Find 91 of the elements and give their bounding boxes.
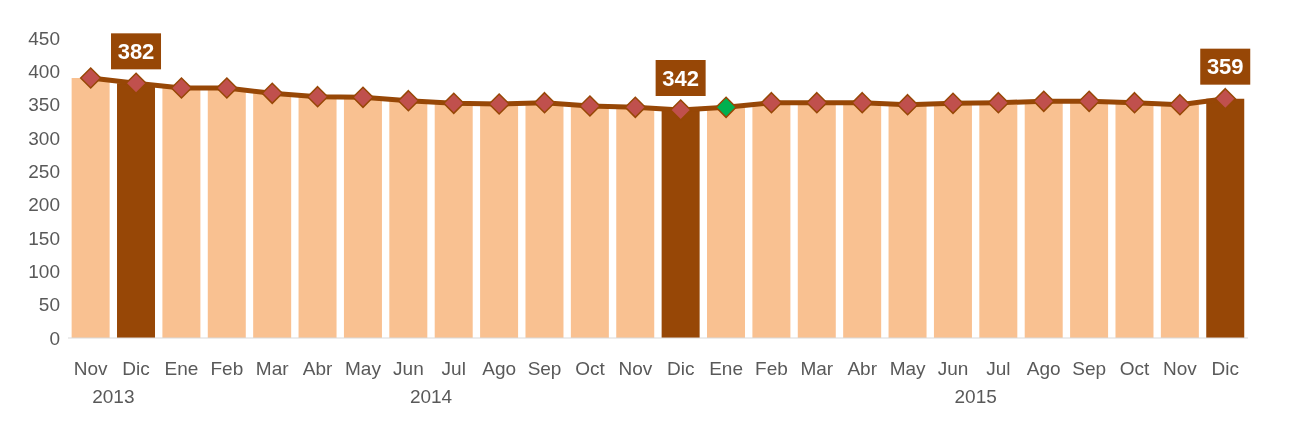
point	[1169, 93, 1191, 116]
x-tick-label: Dic	[666, 358, 695, 380]
y-tick-label: 400	[28, 61, 60, 83]
x-tick-label: Jun	[393, 358, 424, 380]
x-tick-label: Abr	[847, 358, 878, 380]
point	[261, 82, 283, 105]
y-tick-label: 150	[28, 227, 60, 249]
x-tick-label: Mar	[255, 358, 290, 380]
bar	[298, 96, 337, 338]
bar	[434, 103, 473, 338]
point	[443, 92, 465, 115]
bar	[480, 104, 519, 338]
text: 2015	[953, 386, 998, 408]
bar	[843, 102, 882, 338]
data-label: 359	[1206, 54, 1244, 80]
x-tick-label: Jul	[986, 358, 1011, 380]
x-tick-label: Oct	[1119, 358, 1151, 380]
bar	[979, 102, 1018, 338]
point	[1123, 91, 1146, 114]
y-tick-label: 200	[28, 194, 60, 216]
y-tick-label: 250	[28, 161, 60, 183]
point	[987, 91, 1010, 114]
point	[806, 91, 828, 114]
x-tick-label: Feb	[755, 358, 788, 380]
point	[306, 85, 329, 108]
x-tick-label: Feb	[210, 358, 244, 380]
point	[760, 91, 783, 114]
point	[942, 92, 964, 115]
bar	[888, 104, 927, 338]
bar	[207, 88, 246, 338]
bar	[525, 102, 564, 338]
x-tick-label: Sep	[1072, 358, 1107, 380]
x-tick-label: May	[889, 358, 927, 380]
text: 2013	[91, 386, 136, 408]
x-tick-label: May	[345, 358, 382, 380]
y-tick-label: 300	[28, 127, 60, 149]
x-tick-label: Nov	[73, 358, 109, 380]
bar	[343, 97, 382, 338]
point	[1033, 90, 1055, 113]
y-tick-label: 100	[28, 261, 60, 283]
bar	[570, 106, 609, 338]
point	[896, 93, 919, 116]
point	[533, 91, 556, 114]
point	[579, 95, 601, 117]
x-tick-label: Dic	[1211, 358, 1240, 380]
x-tick-label: Jun	[937, 358, 969, 380]
y-tick-label: 350	[28, 94, 60, 116]
data-label: 382	[117, 38, 155, 64]
bar	[71, 78, 110, 338]
point	[216, 77, 238, 99]
point	[669, 99, 692, 121]
y-tick-label: 450	[28, 27, 60, 49]
y-tick-label: 50	[38, 294, 60, 316]
bar	[1070, 101, 1109, 338]
x-tick-label: Mar	[800, 358, 834, 380]
x-tick-label: Oct	[575, 358, 606, 380]
x-tick-label: Sep	[527, 358, 562, 380]
x-tick-label: Abr	[302, 358, 334, 380]
bar	[1024, 101, 1063, 338]
point	[488, 93, 510, 115]
x-tick-label: Jul	[441, 358, 466, 380]
x-tick-label: Nov	[618, 358, 653, 380]
x-tick-label: Dic	[122, 358, 150, 380]
point	[397, 89, 420, 112]
point	[851, 91, 873, 114]
bar	[1160, 104, 1199, 338]
point	[79, 67, 102, 89]
x-tick-label: Ene	[164, 358, 199, 380]
x-tick-label: Ene	[709, 358, 743, 380]
point	[170, 77, 193, 99]
point	[624, 96, 647, 119]
x-tick-label: Nov	[1163, 358, 1198, 380]
text: 2014	[408, 386, 454, 408]
point	[352, 86, 374, 109]
bar	[797, 102, 836, 338]
bar	[1115, 102, 1154, 338]
x-tick-label: Ago	[482, 358, 517, 380]
bar	[389, 100, 428, 338]
point	[715, 96, 737, 119]
point	[1078, 90, 1100, 113]
bar	[253, 93, 292, 338]
bar	[616, 107, 655, 338]
x-tick-label: Ago	[1026, 358, 1061, 380]
data-label: 342	[662, 65, 699, 91]
bar	[933, 103, 972, 338]
y-tick-label: 0	[49, 327, 60, 349]
point	[1214, 87, 1237, 110]
bar	[752, 102, 791, 338]
point	[125, 72, 147, 95]
bar	[707, 107, 746, 338]
bar	[162, 88, 201, 338]
